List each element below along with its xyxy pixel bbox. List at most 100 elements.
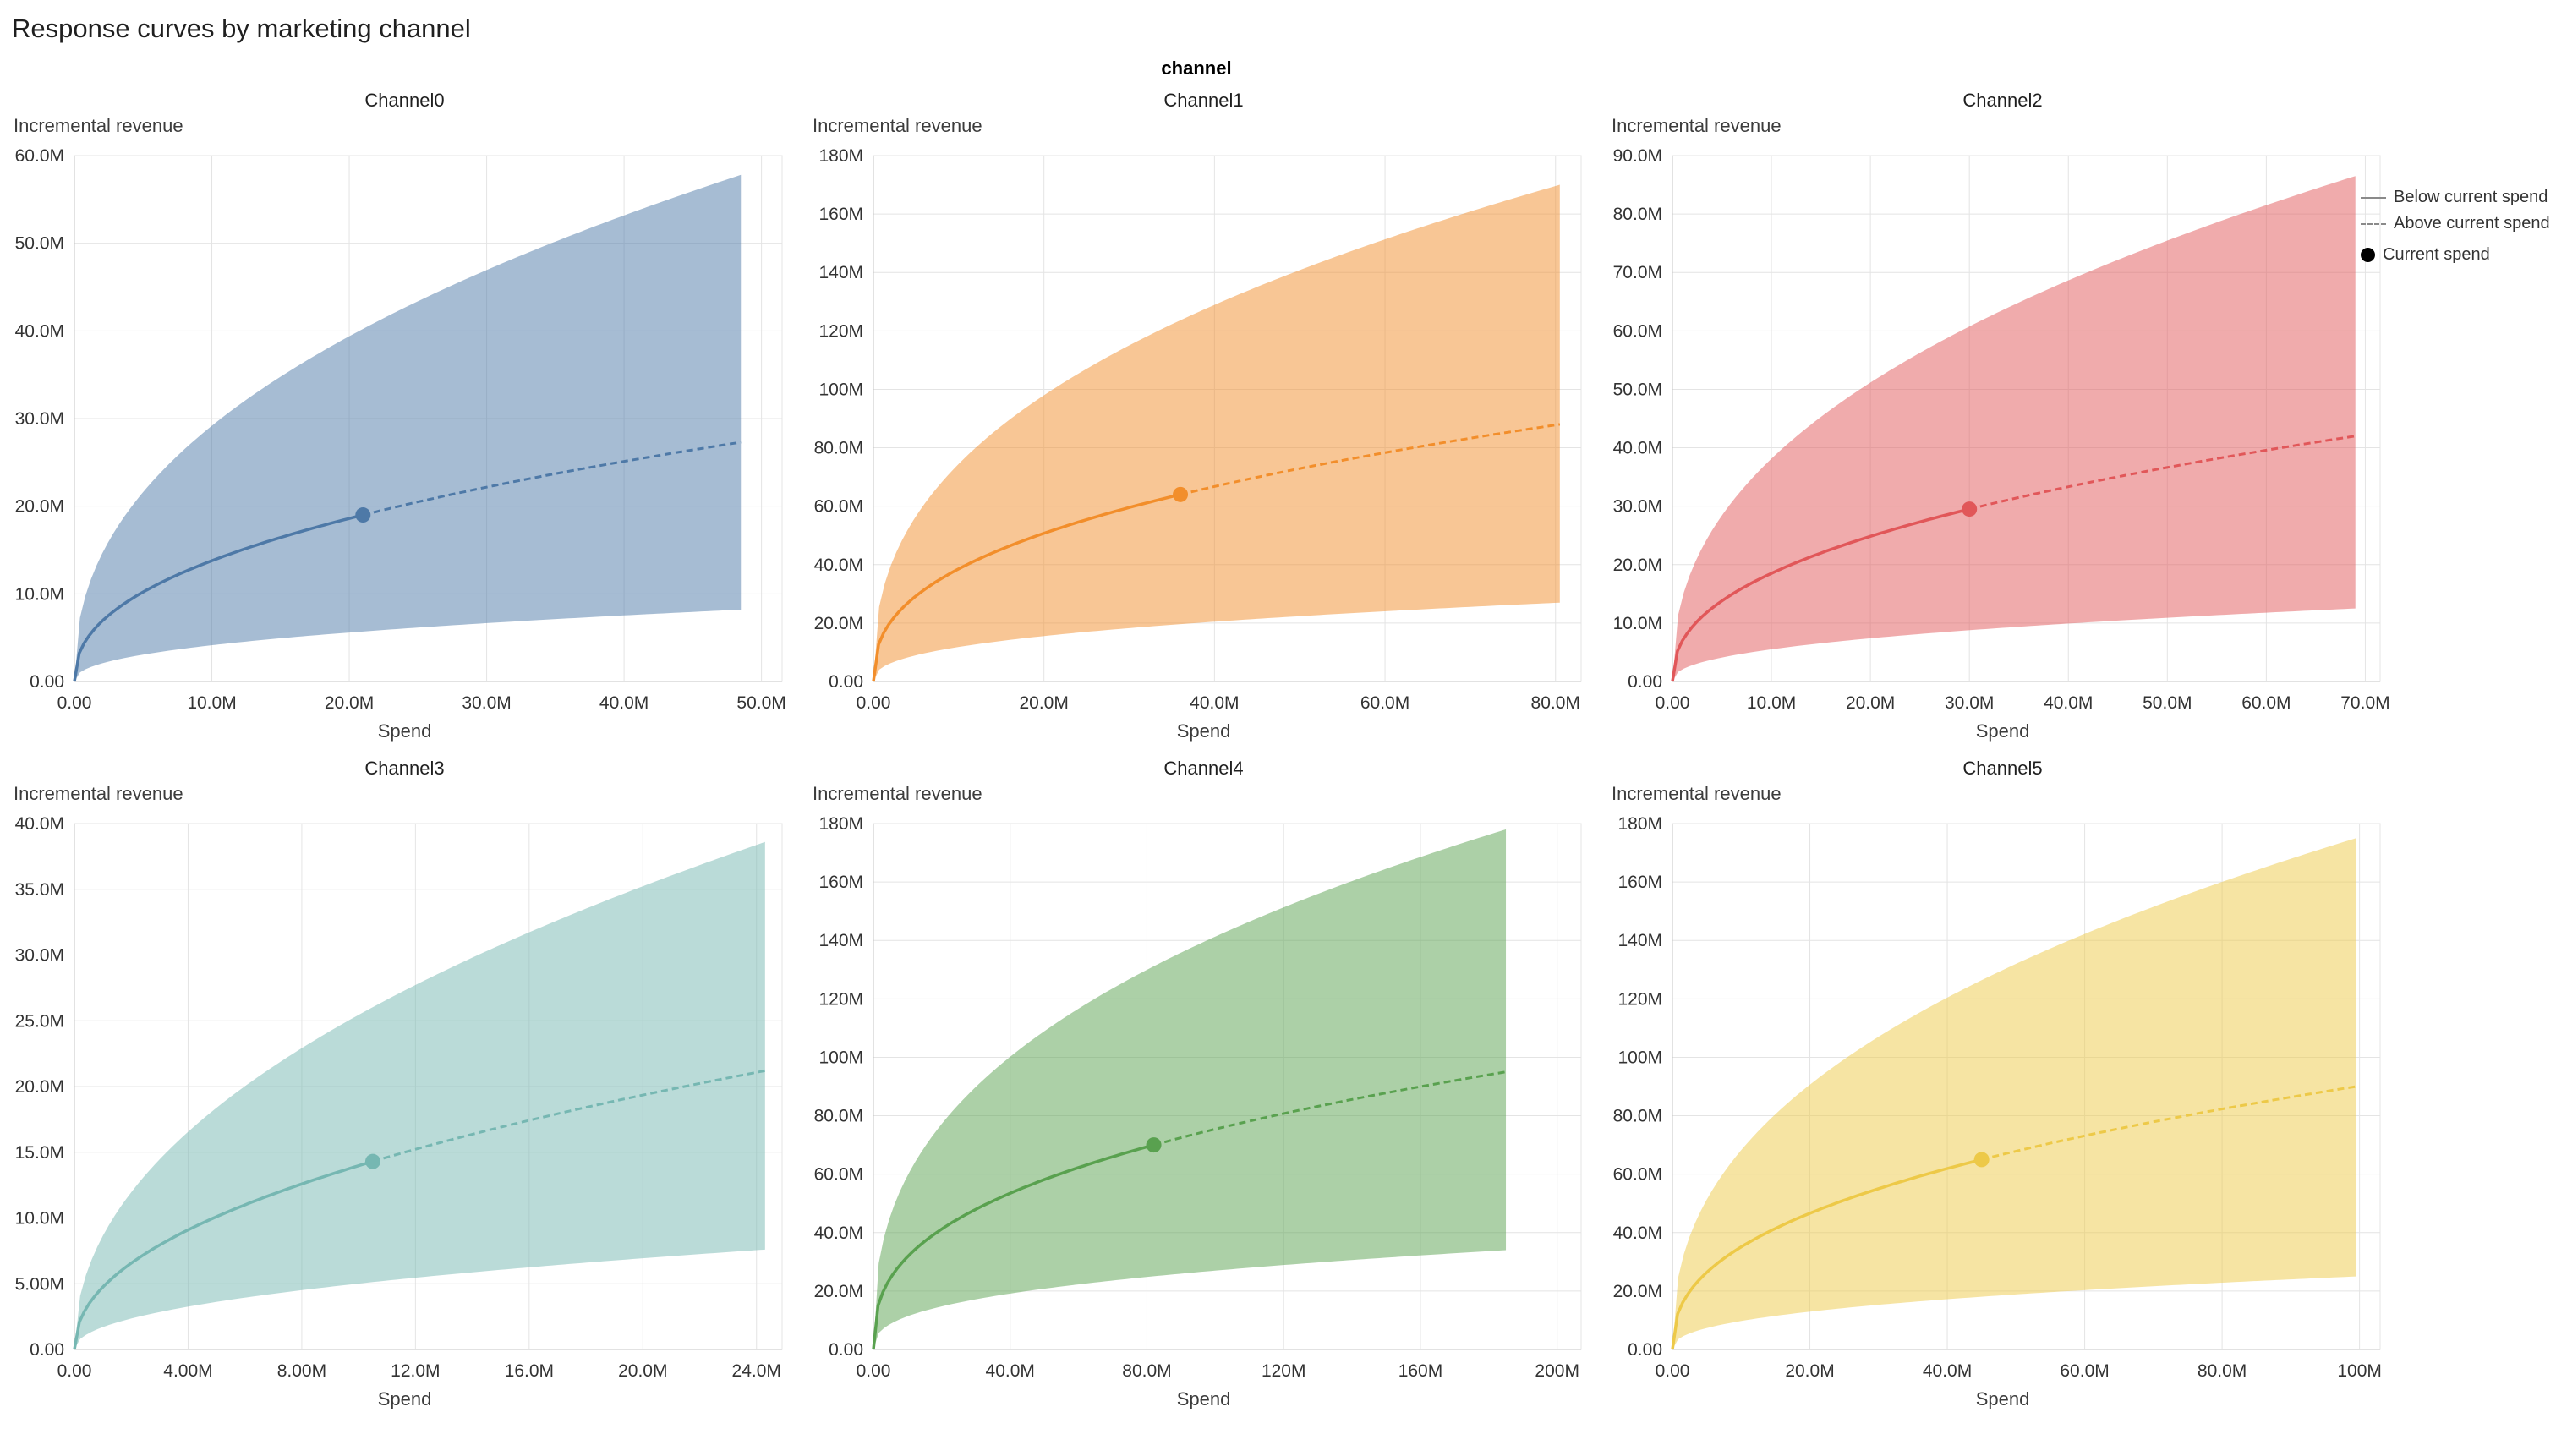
svg-text:60.0M: 60.0M — [814, 497, 863, 517]
svg-text:10.0M: 10.0M — [1747, 693, 1796, 713]
svg-text:50.0M: 50.0M — [15, 234, 64, 254]
solid-line-icon — [2361, 196, 2386, 199]
plot-area-channel3[interactable]: 0.00 4.00M 8.00M 12.0M 16.0M 20.0M 24.0M 0.00 5.… — [5, 812, 796, 1393]
svg-text:12.0M: 12.0M — [391, 1361, 440, 1381]
svg-text:0.00: 0.00 — [857, 693, 891, 713]
svg-text:160M: 160M — [818, 205, 863, 224]
svg-text:50.0M: 50.0M — [1613, 380, 1662, 399]
svg-text:0.00: 0.00 — [1656, 1361, 1690, 1381]
svg-text:40.0M: 40.0M — [1923, 1361, 1972, 1381]
svg-text:0.00: 0.00 — [829, 672, 863, 692]
svg-text:20.0M: 20.0M — [15, 497, 64, 517]
svg-text:20.0M: 20.0M — [618, 1361, 667, 1381]
plot-area-channel0[interactable]: 0.00 10.0M 20.0M 30.0M 40.0M 50.0M 0.00 10.0M 20… — [5, 144, 796, 725]
svg-text:100M: 100M — [818, 380, 863, 399]
svg-text:140M: 140M — [818, 263, 863, 282]
x-axis-title: Spend — [377, 1388, 432, 1409]
svg-text:25.0M: 25.0M — [15, 1011, 64, 1031]
svg-text:70.0M: 70.0M — [2340, 693, 2389, 713]
legend-label: Current spend — [2383, 245, 2490, 264]
svg-text:140M: 140M — [1617, 931, 1662, 950]
y-axis-title: Incremental revenue — [813, 783, 982, 804]
svg-text:30.0M: 30.0M — [1945, 693, 1994, 713]
legend-item-below-current-spend: Below current spend — [2361, 188, 2555, 207]
svg-text:30.0M: 30.0M — [1613, 497, 1662, 517]
plot-area-channel5[interactable]: 0.00 20.0M 40.0M 60.0M 80.0M 100M 0.00 20.0M 40.… — [1603, 812, 2394, 1393]
svg-text:0.00: 0.00 — [57, 1361, 92, 1381]
svg-text:40.0M: 40.0M — [1190, 693, 1239, 713]
svg-text:80.0M: 80.0M — [814, 1107, 863, 1126]
svg-text:20.0M: 20.0M — [814, 614, 863, 633]
legend-label: Above current spend — [2394, 214, 2550, 233]
chart-title: Channel4 — [1163, 758, 1244, 779]
y-axis-title: Incremental revenue — [1612, 115, 1782, 136]
svg-text:10.0M: 10.0M — [187, 693, 236, 713]
svg-text:60.0M: 60.0M — [15, 146, 64, 166]
svg-text:0.00: 0.00 — [57, 693, 92, 713]
svg-text:10.0M: 10.0M — [15, 584, 64, 604]
chart-title: Channel0 — [364, 90, 445, 111]
dashed-line-icon — [2361, 222, 2386, 225]
svg-text:60.0M: 60.0M — [1360, 693, 1409, 713]
x-axis-title: Spend — [377, 720, 432, 742]
chart-channel3: Channel3 Incremental revenue 0.00 4.00M 8.… — [5, 753, 804, 1412]
svg-text:16.0M: 16.0M — [505, 1361, 554, 1381]
plot-area-channel4[interactable]: 0.00 40.0M 80.0M 120M 160M 200M 0.00 20.0M 40.0M… — [804, 812, 1595, 1393]
chart-title: Channel1 — [1163, 90, 1244, 111]
svg-text:0.00: 0.00 — [1656, 693, 1690, 713]
svg-text:80.0M: 80.0M — [2198, 1361, 2247, 1381]
svg-text:10.0M: 10.0M — [1613, 614, 1662, 633]
chart-channel0: Channel0 Incremental revenue 0.00 10.0M 20… — [5, 85, 804, 744]
svg-text:24.0M: 24.0M — [732, 1361, 781, 1381]
svg-text:200M: 200M — [1535, 1361, 1579, 1381]
svg-text:40.0M: 40.0M — [986, 1361, 1035, 1381]
dot-icon — [2361, 248, 2375, 262]
svg-text:70.0M: 70.0M — [1613, 263, 1662, 282]
svg-text:50.0M: 50.0M — [736, 693, 785, 713]
svg-text:0.00: 0.00 — [30, 1340, 64, 1360]
legend-label: Below current spend — [2394, 188, 2548, 206]
svg-text:120M: 120M — [1617, 989, 1662, 1009]
svg-text:180M: 180M — [818, 814, 863, 834]
svg-text:60.0M: 60.0M — [2241, 693, 2291, 713]
svg-text:0.00: 0.00 — [829, 1340, 863, 1360]
plot-area-channel2[interactable]: 0.00 10.0M 20.0M 30.0M 40.0M 50.0M 60.0M 70.0M 0… — [1603, 144, 2394, 725]
svg-text:80.0M: 80.0M — [814, 439, 863, 458]
svg-text:60.0M: 60.0M — [2060, 1361, 2109, 1381]
x-axis-title: Spend — [1176, 1388, 1231, 1409]
svg-text:10.0M: 10.0M — [15, 1209, 64, 1229]
chart-channel4: Channel4 Incremental revenue 0.00 40.0M 80… — [804, 753, 1603, 1412]
svg-text:4.00M: 4.00M — [163, 1361, 212, 1381]
svg-text:140M: 140M — [818, 931, 863, 950]
y-axis-title: Incremental revenue — [14, 783, 183, 804]
chart-channel1: Channel1 Incremental revenue 0.00 20.0M 40… — [804, 85, 1603, 744]
svg-text:15.0M: 15.0M — [15, 1143, 64, 1163]
svg-text:0.00: 0.00 — [857, 1361, 891, 1381]
svg-text:40.0M: 40.0M — [814, 1223, 863, 1243]
facet-variable-label: channel — [1161, 57, 1232, 79]
svg-text:20.0M: 20.0M — [15, 1077, 64, 1097]
chart-channel5: Channel5 Incremental revenue 0.00 20.0M 40… — [1603, 753, 2402, 1412]
svg-text:40.0M: 40.0M — [15, 814, 64, 834]
svg-text:20.0M: 20.0M — [325, 693, 374, 713]
svg-text:0.00: 0.00 — [1628, 1340, 1662, 1360]
svg-text:20.0M: 20.0M — [814, 1282, 863, 1301]
svg-text:100M: 100M — [818, 1048, 863, 1067]
svg-text:40.0M: 40.0M — [1613, 439, 1662, 458]
svg-text:35.0M: 35.0M — [15, 880, 64, 900]
svg-text:120M: 120M — [1262, 1361, 1306, 1381]
svg-text:20.0M: 20.0M — [1019, 693, 1068, 713]
svg-text:60.0M: 60.0M — [1613, 321, 1662, 341]
svg-text:60.0M: 60.0M — [814, 1165, 863, 1185]
svg-text:30.0M: 30.0M — [15, 409, 64, 429]
plot-area-channel1[interactable]: 0.00 20.0M 40.0M 60.0M 80.0M 0.00 20.0M 40.0M 60… — [804, 144, 1595, 725]
svg-text:0.00: 0.00 — [30, 672, 64, 692]
svg-text:90.0M: 90.0M — [1613, 146, 1662, 166]
svg-text:40.0M: 40.0M — [814, 556, 863, 575]
svg-text:120M: 120M — [818, 321, 863, 341]
page-title: Response curves by marketing channel — [12, 14, 471, 43]
x-axis-title: Spend — [1975, 1388, 2030, 1409]
svg-text:160M: 160M — [818, 873, 863, 892]
x-axis-title: Spend — [1975, 720, 2030, 742]
svg-text:20.0M: 20.0M — [1613, 1282, 1662, 1301]
